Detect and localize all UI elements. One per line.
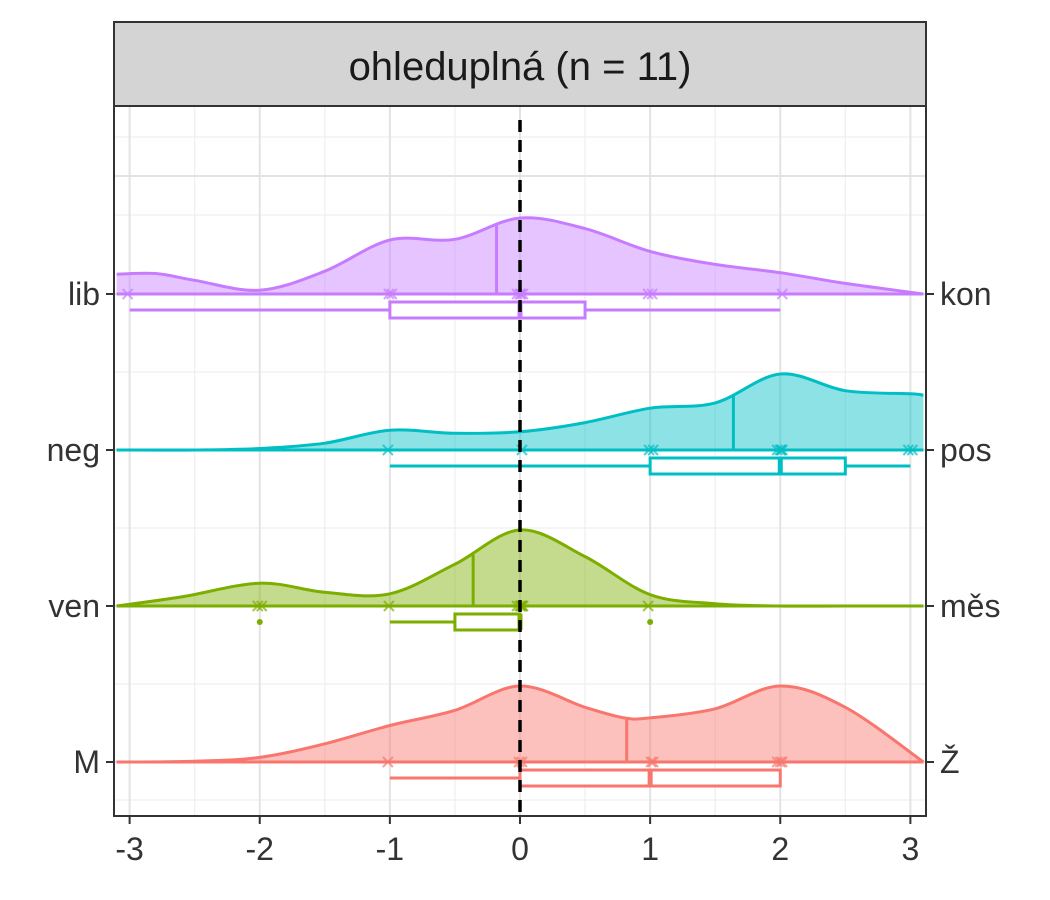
box — [388, 300, 587, 320]
data-point — [382, 444, 394, 456]
data-point — [776, 756, 788, 768]
data-point — [643, 444, 655, 456]
data-point — [902, 444, 915, 456]
data-point — [121, 288, 134, 300]
data-point — [256, 600, 268, 612]
y-tick-label-right: pos — [940, 432, 992, 468]
data-point — [386, 288, 398, 300]
data-point — [642, 600, 654, 612]
density-area — [116, 373, 924, 451]
density-curve — [116, 216, 924, 296]
density-curve — [116, 684, 925, 764]
y-axis-left: lib neg ven M — [47, 276, 114, 780]
data-point — [645, 756, 657, 768]
x-axis: -3 -2 -1 0 1 2 3 — [115, 816, 919, 867]
data-point — [774, 756, 786, 768]
data-point — [514, 288, 526, 300]
outlier-point — [647, 619, 654, 625]
x-tick-label: 1 — [641, 831, 659, 867]
data-point — [383, 600, 395, 612]
data-point — [382, 756, 394, 768]
y-tick-label-right: kon — [940, 276, 992, 312]
y-tick-label-left: ven — [48, 588, 100, 624]
strip-background — [113, 21, 927, 107]
data-point — [776, 288, 788, 300]
box — [453, 612, 522, 632]
x-tick-label: -3 — [115, 831, 143, 867]
data-point — [776, 444, 788, 456]
x-tick-label: 2 — [771, 831, 789, 867]
data-point — [771, 444, 783, 456]
panel-title: ohleduplná (n = 11) — [349, 45, 692, 89]
series-lib — [116, 216, 924, 320]
data-point — [252, 600, 264, 612]
data-point — [647, 444, 659, 456]
data-point — [774, 444, 786, 456]
data-point — [771, 756, 783, 768]
y-tick-label-left: lib — [68, 276, 100, 312]
y-tick-label-left: neg — [47, 432, 100, 468]
box — [648, 456, 847, 476]
outlier-point — [256, 619, 263, 625]
data-point — [647, 756, 659, 768]
data-point — [642, 288, 654, 300]
y-tick-label-right: měs — [940, 588, 1000, 624]
data-point — [906, 444, 919, 456]
x-tick-label: -2 — [246, 831, 274, 867]
data-point — [646, 288, 658, 300]
y-axis-right: kon pos měs Ž — [926, 276, 1000, 780]
data-point — [383, 288, 395, 300]
y-tick-label-left: M — [73, 744, 100, 780]
strip: ohleduplná (n = 11) — [113, 21, 927, 107]
density-curve — [116, 372, 924, 452]
y-tick-label-right: Ž — [940, 744, 960, 780]
x-tick-label: 0 — [511, 831, 529, 867]
x-tick-label: 3 — [901, 831, 919, 867]
x-tick-label: -1 — [376, 831, 404, 867]
